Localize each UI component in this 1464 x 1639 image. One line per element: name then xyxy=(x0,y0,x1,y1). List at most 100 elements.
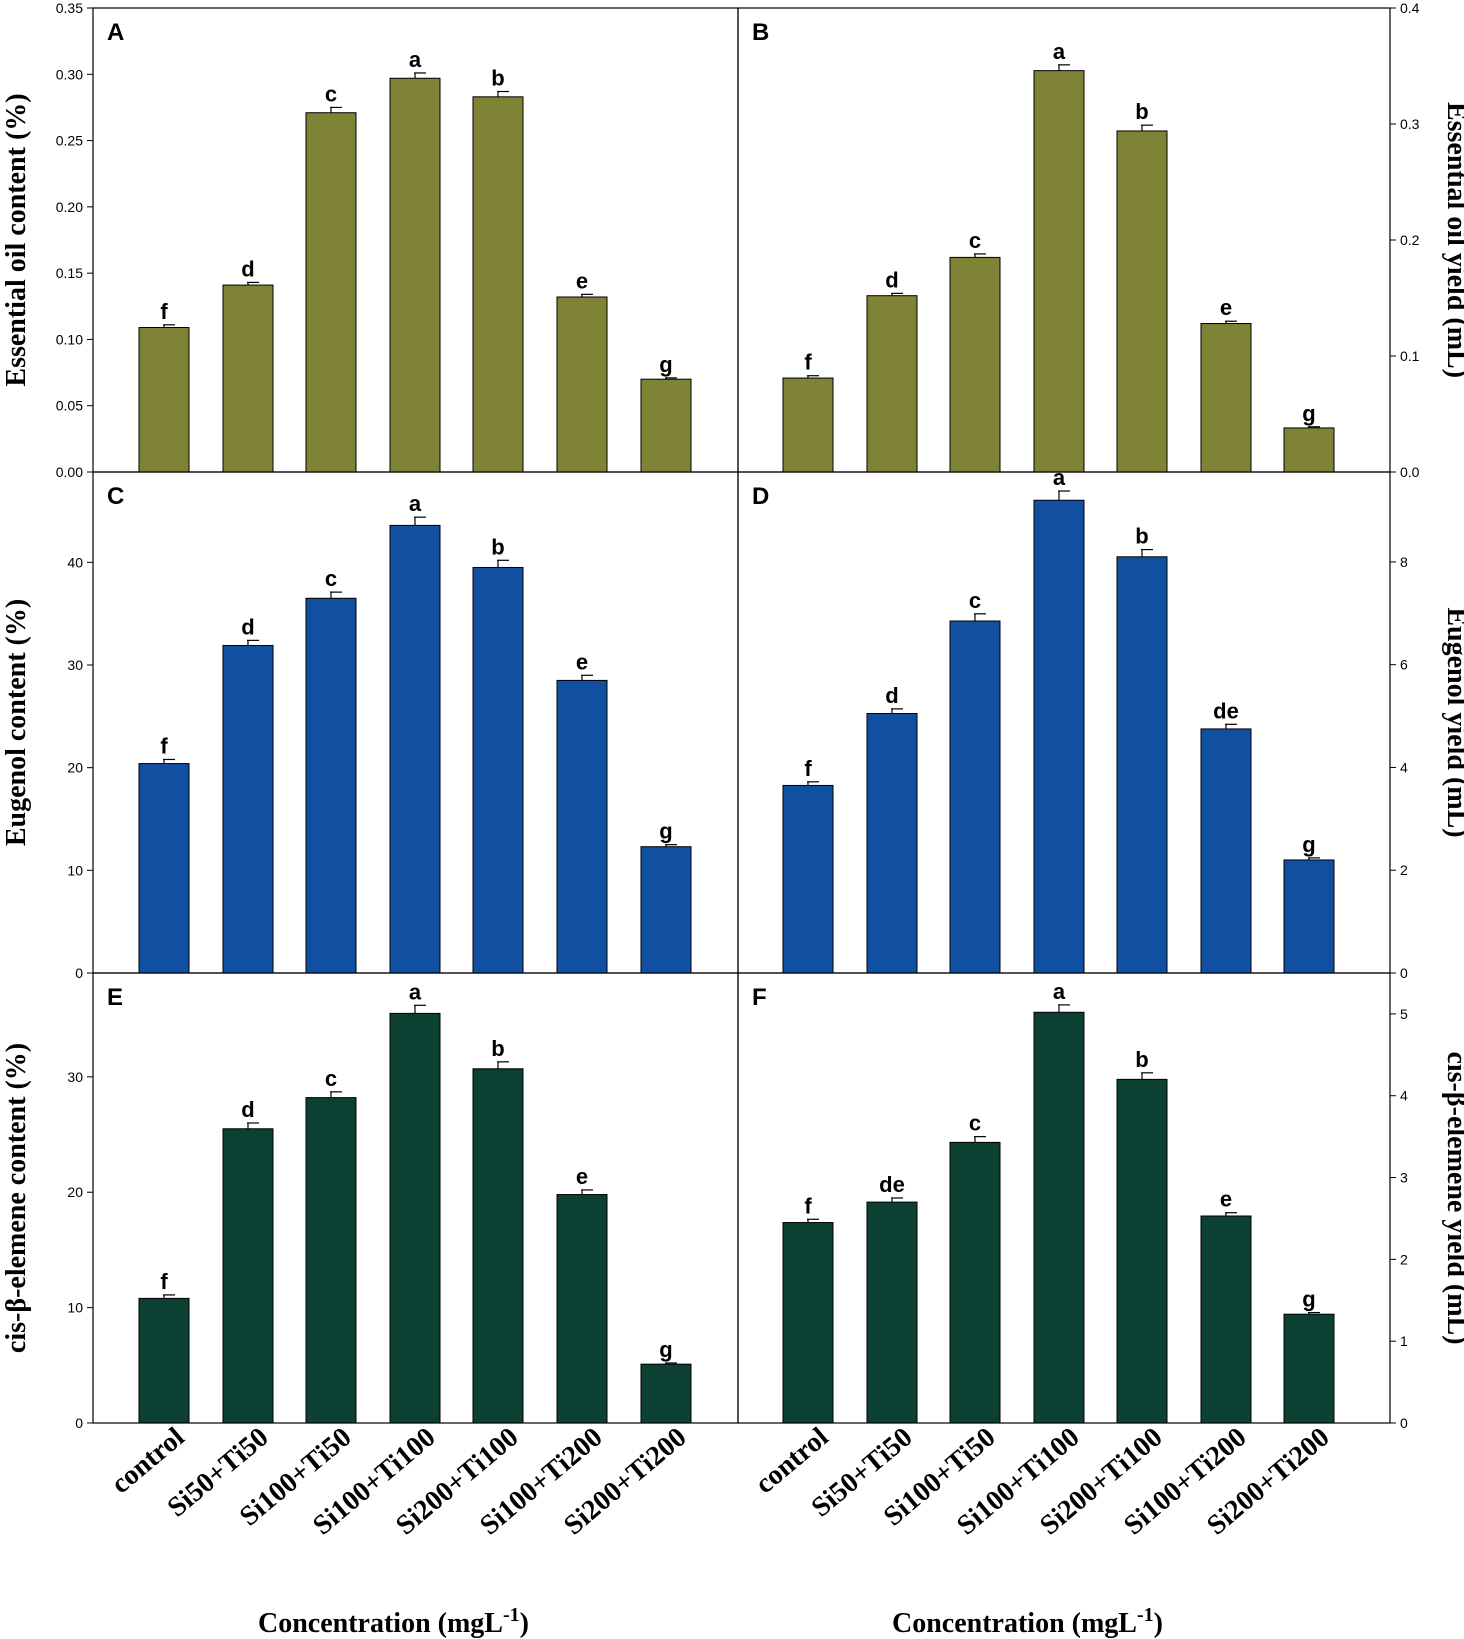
panel-e-significance-letter: c xyxy=(325,1066,337,1091)
panel-c-letter: C xyxy=(107,483,124,510)
panel-b-letter: B xyxy=(752,19,769,46)
panel-b-significance-letter: g xyxy=(1302,401,1315,426)
panel-b-ytick-label: 0.4 xyxy=(1400,0,1420,16)
panel-f-ytick-label: 0 xyxy=(1400,1415,1408,1431)
panel-b: 0.0 0.1 0.2 0.3 0.4 Essential oil yield (mL) B… xyxy=(737,0,1464,480)
panel-c: 0 10 20 30 40 Eugenol content (%) Cf d c a b e g xyxy=(1,471,739,981)
panel-c-significance-letter: g xyxy=(659,819,672,844)
panel-f-bar xyxy=(1116,1078,1168,1424)
panel-f-letter: F xyxy=(752,984,767,1011)
panel-d-y-axis-title: Eugenol yield (mL) xyxy=(1441,607,1464,837)
panel-a-ytick-label: 0.00 xyxy=(56,464,83,480)
panel-b-ytick-label: 0.3 xyxy=(1400,116,1420,132)
panel-d-bar xyxy=(1283,859,1335,974)
panel-d-significance-letter: b xyxy=(1135,524,1148,549)
panel-a-ytick-label: 0.25 xyxy=(56,133,83,149)
panel-d-significance-letter: de xyxy=(1213,698,1239,723)
panel-a-ytick-label: 0.20 xyxy=(56,199,83,215)
panel-f-bar xyxy=(782,1222,834,1424)
panel-f-significance-letter: de xyxy=(879,1172,905,1197)
panel-e-significance-letter: b xyxy=(491,1036,504,1061)
panel-d-bar xyxy=(949,620,1001,974)
panel-a-bar xyxy=(389,77,441,473)
panel-e-significance-letter: f xyxy=(160,1269,168,1294)
panel-d-significance-letter: d xyxy=(885,683,898,708)
panel-d-significance-letter: f xyxy=(804,756,812,781)
panel-e-letter: E xyxy=(107,984,123,1011)
panel-a-significance-letter: a xyxy=(409,47,422,72)
panel-b-significance-letter: c xyxy=(969,228,981,253)
panel-e-ytick-label: 30 xyxy=(67,1069,83,1085)
panel-a-bar xyxy=(305,112,357,473)
panel-d-significance-letter: g xyxy=(1302,832,1315,857)
panel-d-bar xyxy=(782,784,834,974)
panel-b-y-axis-title: Essential oil yield (mL) xyxy=(1441,102,1464,378)
x-axis-category-labels: controlSi50+Ti50Si100+Ti50Si100+Ti100Si2… xyxy=(105,1421,1335,1541)
panel-f-ytick-label: 5 xyxy=(1400,1006,1408,1022)
panel-c-significance-letter: c xyxy=(325,566,337,591)
panel-f-significance-letter: f xyxy=(804,1193,812,1218)
panel-a-ytick-label: 0.35 xyxy=(56,0,83,16)
panel-b-bar xyxy=(782,377,834,473)
panel-e-bar xyxy=(556,1194,608,1424)
panel-a-bar xyxy=(472,96,524,473)
panel-f-ytick-label: 4 xyxy=(1400,1088,1408,1104)
panel-b-significance-letter: b xyxy=(1135,99,1148,124)
panel-b-significance-letter: e xyxy=(1220,295,1232,320)
panel-b-significance-letter: d xyxy=(885,267,898,292)
panel-b-significance-letter: f xyxy=(804,350,812,375)
panel-a-bar xyxy=(222,284,274,473)
panel-a-significance-letter: b xyxy=(491,66,504,91)
panel-a-significance-letter: c xyxy=(325,81,337,106)
panel-f-significance-letter: g xyxy=(1302,1287,1315,1312)
panel-f-bar xyxy=(866,1201,918,1424)
panel-c-ytick-label: 40 xyxy=(67,554,83,570)
panel-c-ytick-label: 20 xyxy=(67,760,83,776)
panel-c-bar xyxy=(222,645,274,974)
panel-d-ytick-label: 6 xyxy=(1400,657,1408,673)
panel-f-ytick-label: 2 xyxy=(1400,1251,1408,1267)
panel-f-bar xyxy=(1283,1313,1335,1424)
panel-c-bar xyxy=(472,566,524,974)
panel-f-significance-letter: e xyxy=(1220,1187,1232,1212)
panel-f-ytick-label: 3 xyxy=(1400,1170,1408,1186)
panel-f-bar xyxy=(1033,1011,1085,1424)
panel-f-significance-letter: a xyxy=(1053,979,1066,1004)
panel-d-significance-letter: a xyxy=(1053,465,1066,490)
x-axis-title-right: Concentration (mgL-1) xyxy=(892,1604,1163,1639)
panel-a-ytick-label: 0.05 xyxy=(56,398,83,414)
panel-b-bar xyxy=(1200,323,1252,473)
panel-b-ytick-label: 0.1 xyxy=(1400,348,1420,364)
panel-c-significance-letter: b xyxy=(491,534,504,559)
panel-a-letter: A xyxy=(107,19,124,46)
panel-f-ytick-label: 1 xyxy=(1400,1333,1408,1349)
panel-b-bar xyxy=(1283,427,1335,473)
panel-a-significance-letter: e xyxy=(576,268,588,293)
panel-c-significance-letter: a xyxy=(409,491,422,516)
panel-e: 0 10 20 30 cis-β-elemene content (%) Ef d c a b e g xyxy=(1,972,739,1431)
panel-c-bar xyxy=(305,597,357,974)
panel-a-significance-letter: d xyxy=(241,256,254,281)
panel-c-bar xyxy=(640,846,692,974)
panel-e-bar xyxy=(472,1068,524,1424)
panel-a-y-axis-title: Essential oil content (%) xyxy=(1,93,32,386)
panel-e-bar xyxy=(222,1128,274,1424)
panel-e-bar xyxy=(640,1363,692,1424)
panel-a-ytick-label: 0.10 xyxy=(56,331,83,347)
panel-a: 0.00 0.05 0.10 0.15 0.20 0.25 0.30 0.35 Essentia… xyxy=(1,0,739,480)
panel-c-ytick-label: 10 xyxy=(67,862,83,878)
panel-b-bar xyxy=(1116,130,1168,473)
panel-d-ytick-label: 4 xyxy=(1400,759,1408,775)
panel-c-ytick-label: 0 xyxy=(75,965,83,981)
panel-d-bar xyxy=(866,713,918,974)
panel-e-y-axis-title: cis-β-elemene content (%) xyxy=(1,1043,32,1353)
panel-c-significance-letter: d xyxy=(241,614,254,639)
panel-e-bar xyxy=(138,1297,190,1424)
panel-a-bar xyxy=(640,378,692,473)
panel-a-ytick-label: 0.15 xyxy=(56,265,83,281)
panel-a-bar xyxy=(138,326,190,473)
panel-e-significance-letter: a xyxy=(409,979,422,1004)
panel-d-ytick-label: 8 xyxy=(1400,554,1408,570)
panel-b-bar xyxy=(1033,70,1085,473)
